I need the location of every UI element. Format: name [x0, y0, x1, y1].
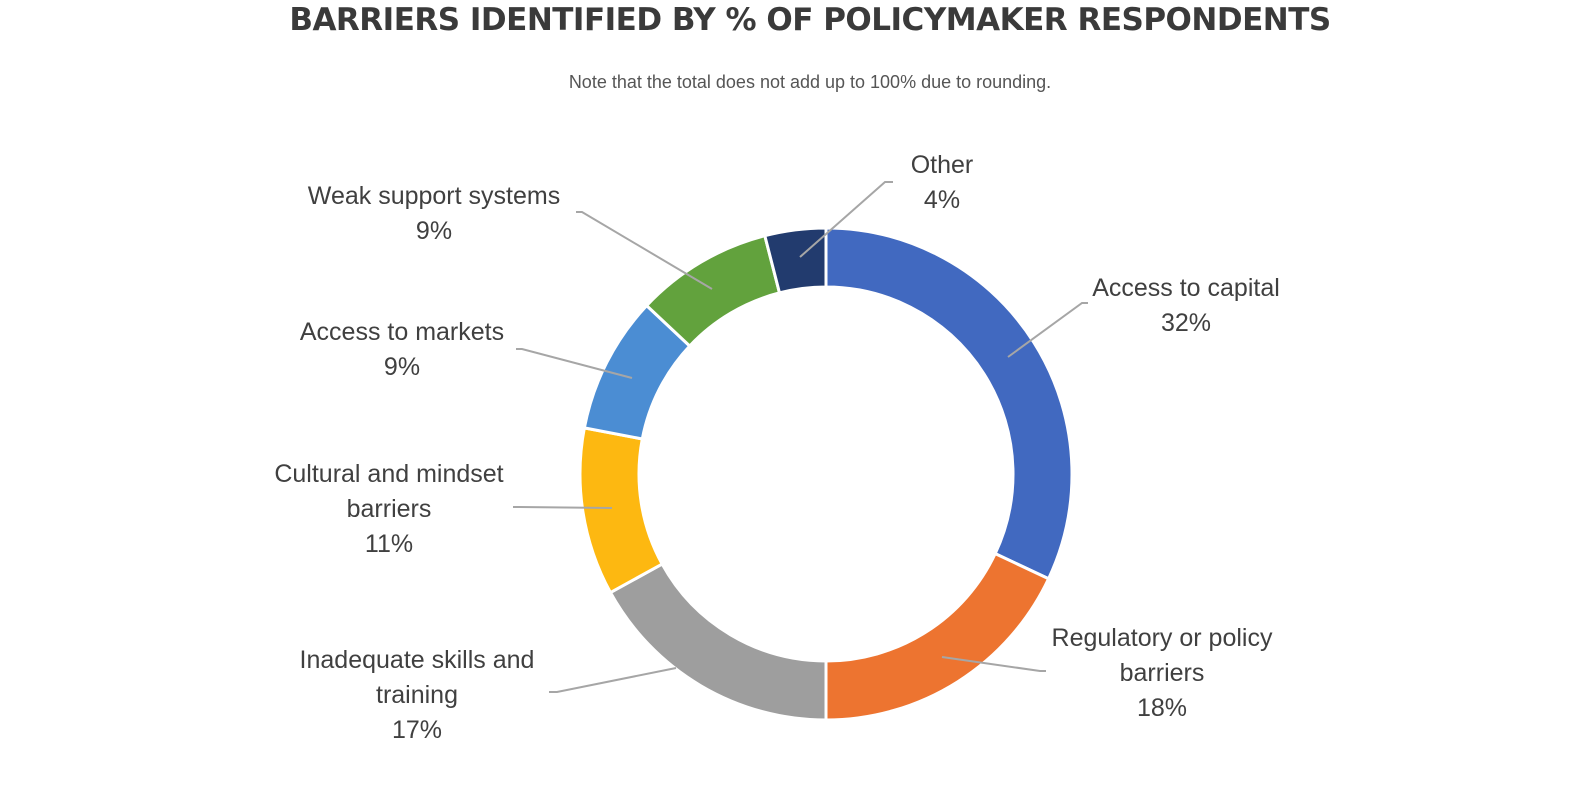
label-value: 11%: [365, 530, 413, 558]
label-name: Weak support systems: [308, 182, 560, 210]
data-label-inadequate-skills-and-training: Inadequate skills and training 17%: [300, 646, 535, 744]
data-label-access-to-capital: Access to capital 32%: [1092, 274, 1280, 337]
label-name: Other: [911, 151, 974, 179]
data-label-access-to-markets: Access to markets 9%: [300, 318, 504, 381]
slice-inadequate-skills-and-training: [608, 562, 828, 722]
label-name: Access to markets: [300, 318, 504, 346]
leader-line-inadequate-skills-and-training: [549, 667, 677, 693]
label-name: Regulatory or policy: [1052, 624, 1273, 652]
slice-access-to-capital: [824, 226, 1074, 581]
slice-labels: Access to capital 32% Regulatory or policy…: [274, 151, 1279, 744]
leader-line-regulatory-or-policy-barriers: [941, 656, 1046, 672]
leader-line-access-to-capital: [1007, 302, 1088, 358]
leader-line-cultural-and-mindset-barriers: [513, 506, 613, 509]
leader-line-weak-support-systems: [576, 211, 713, 290]
label-value: 9%: [416, 217, 452, 245]
leader-lines: [513, 181, 1088, 693]
leader-line-other: [799, 181, 893, 258]
label-name: Cultural and mindset: [274, 460, 503, 488]
label-name: barriers: [1120, 659, 1205, 687]
slice-cultural-and-mindset-barriers: [578, 426, 665, 595]
slice-regulatory-or-policy-barriers: [824, 551, 1051, 722]
label-value: 18%: [1137, 694, 1187, 722]
chart-title: BARRIERS IDENTIFIED BY % OF POLICYMAKER …: [289, 2, 1331, 38]
label-name: Inadequate skills and: [300, 646, 535, 674]
leader-line-access-to-markets: [516, 348, 633, 379]
label-value: 9%: [384, 353, 420, 381]
label-name: Access to capital: [1092, 274, 1280, 302]
data-label-cultural-and-mindset-barriers: Cultural and mindset barriers 11%: [274, 460, 503, 558]
chart-subtitle: Note that the total does not add up to 1…: [568, 72, 1052, 92]
data-label-weak-support-systems: Weak support systems 9%: [308, 182, 560, 245]
slice-other: [762, 226, 828, 295]
label-name: barriers: [347, 495, 432, 523]
label-value: 17%: [392, 716, 442, 744]
data-label-other: Other 4%: [911, 151, 974, 214]
donut-slices: [578, 226, 1074, 722]
label-value: 4%: [924, 186, 960, 214]
label-value: 32%: [1161, 309, 1211, 337]
label-name: training: [376, 681, 458, 709]
data-label-regulatory-or-policy-barriers: Regulatory or policy barriers 18%: [1052, 624, 1273, 722]
